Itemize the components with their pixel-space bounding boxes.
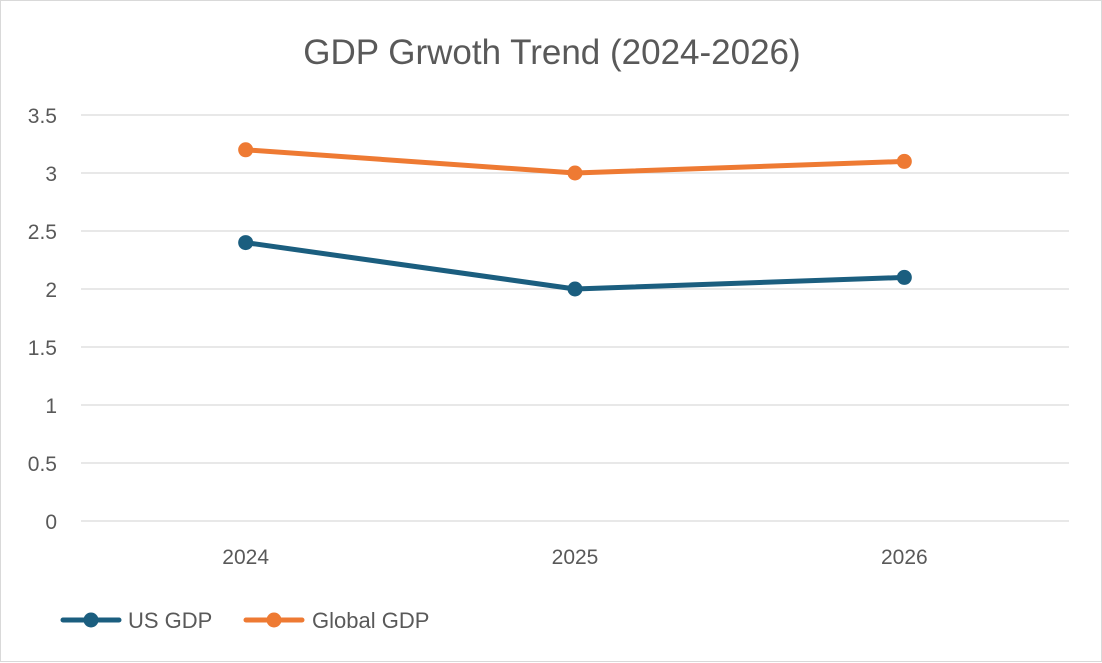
x-tick-label: 2025 [552, 546, 599, 569]
y-tick-label: 2 [45, 279, 57, 302]
us-gdp-point-2024 [238, 235, 254, 251]
legend-global-gdp-label: Global GDP [312, 608, 429, 633]
legend-us-gdp-marker [83, 612, 99, 628]
legend: US GDP Global GDP [60, 608, 429, 633]
us-gdp-point-2025 [567, 281, 583, 297]
y-tick-label: 0 [45, 511, 57, 534]
y-tick-label: 3.5 [28, 105, 57, 128]
y-tick-label: 1 [45, 395, 57, 418]
y-tick-label: 1.5 [28, 337, 57, 360]
y-tick-label: 0.5 [28, 453, 57, 476]
us-gdp-point-2026 [896, 269, 912, 285]
y-tick-label: 3 [45, 163, 57, 186]
legend-us-gdp-label: US GDP [128, 608, 212, 633]
x-tick-label: 2024 [222, 546, 269, 569]
x-axis-ticks: 2024 2025 2026 [222, 546, 927, 569]
global-gdp-point-2025 [567, 165, 583, 181]
global-gdp-point-2024 [238, 142, 254, 158]
global-gdp-point-2026 [896, 153, 912, 169]
series-group [238, 142, 912, 297]
y-tick-label: 2.5 [28, 221, 57, 244]
chart-title: GDP Grwoth Trend (2024-2026) [303, 33, 800, 72]
legend-global-gdp-marker [266, 612, 282, 628]
x-tick-label: 2026 [881, 546, 928, 569]
y-axis-ticks: 0 0.5 1 1.5 2 2.5 3 3.5 [28, 105, 57, 534]
